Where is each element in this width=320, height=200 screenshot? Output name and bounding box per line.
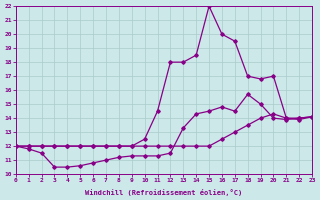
X-axis label: Windchill (Refroidissement éolien,°C): Windchill (Refroidissement éolien,°C) bbox=[85, 189, 243, 196]
